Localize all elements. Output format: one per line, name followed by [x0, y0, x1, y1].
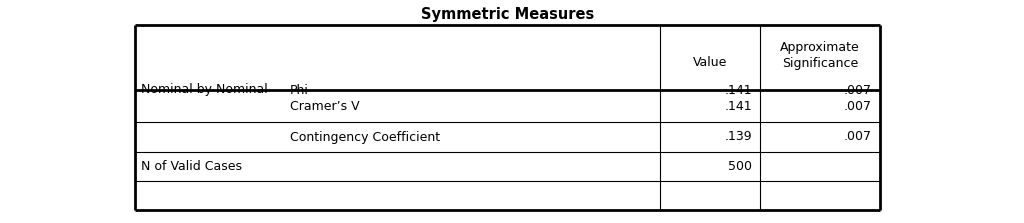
- Text: .007: .007: [844, 83, 872, 97]
- Text: Contingency Coefficient: Contingency Coefficient: [290, 130, 440, 143]
- Text: N of Valid Cases: N of Valid Cases: [141, 160, 242, 173]
- Text: .139: .139: [724, 130, 752, 143]
- Text: 500: 500: [728, 160, 752, 173]
- Text: .007: .007: [844, 130, 872, 143]
- Text: .007: .007: [844, 99, 872, 112]
- Text: .141: .141: [724, 99, 752, 112]
- Text: Approximate
Significance: Approximate Significance: [780, 41, 860, 70]
- Text: Phi: Phi: [290, 83, 309, 97]
- Text: Cramer’s V: Cramer’s V: [290, 99, 359, 112]
- Text: .141: .141: [724, 83, 752, 97]
- Text: Nominal by Nominal: Nominal by Nominal: [141, 83, 267, 97]
- Text: Value: Value: [693, 56, 727, 69]
- Text: Symmetric Measures: Symmetric Measures: [421, 6, 594, 21]
